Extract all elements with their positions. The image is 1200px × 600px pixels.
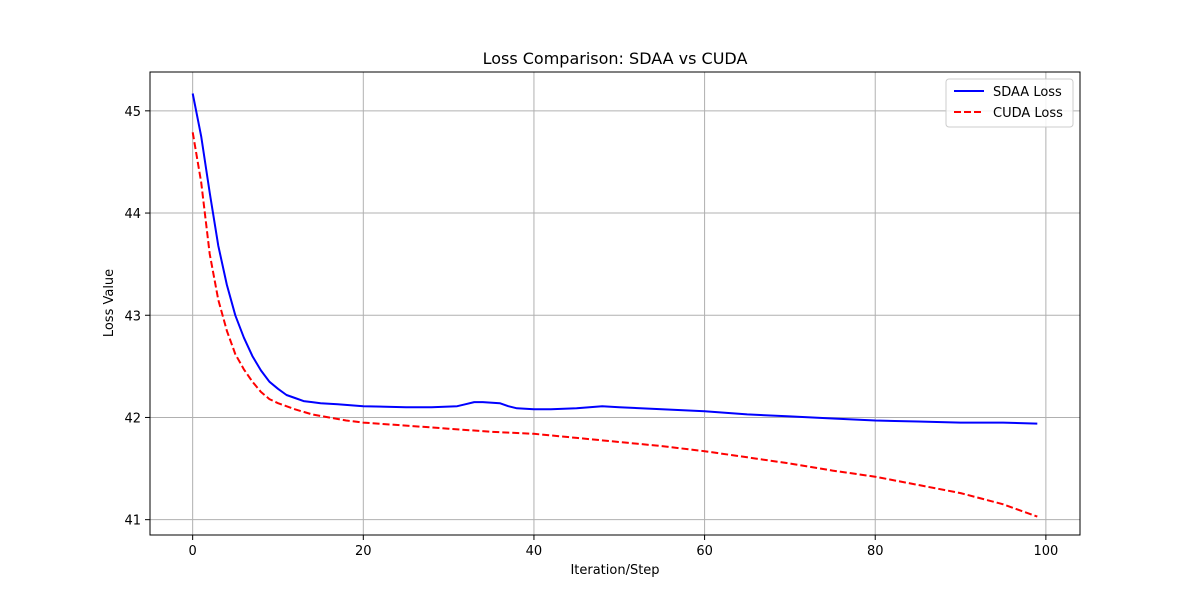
- y-axis-label: Loss Value: [102, 269, 117, 337]
- x-tick-label: 60: [696, 544, 713, 559]
- series-line-sdaa-loss: [191, 93, 1038, 425]
- series-line-cuda-loss: [191, 132, 1038, 518]
- chart-title: Loss Comparison: SDAA vs CUDA: [483, 49, 748, 68]
- legend: SDAA Loss CUDA Loss: [945, 78, 1074, 128]
- x-tick-label: 20: [355, 544, 372, 559]
- y-tick-label: 42: [124, 411, 141, 426]
- x-tick-label: 40: [526, 544, 543, 559]
- x-tick-label: 0: [189, 544, 197, 559]
- legend-label-cuda: CUDA Loss: [993, 106, 1063, 121]
- plot-frame: [149, 71, 1081, 536]
- grid-lines: [150, 72, 1080, 535]
- x-tick-label: 80: [867, 544, 884, 559]
- x-axis-label: Iteration/Step: [570, 563, 659, 578]
- series-layer: [191, 93, 1038, 518]
- y-axis-ticks: 41 42 43 44 45: [124, 105, 150, 529]
- legend-label-sdaa: SDAA Loss: [993, 85, 1062, 100]
- y-tick-label: 44: [124, 207, 141, 222]
- x-tick-label: 100: [1033, 544, 1058, 559]
- y-tick-label: 45: [124, 105, 141, 120]
- x-axis-ticks: 0 20 40 60 80 100: [189, 535, 1058, 559]
- y-tick-label: 41: [124, 514, 141, 529]
- y-tick-label: 43: [124, 309, 141, 324]
